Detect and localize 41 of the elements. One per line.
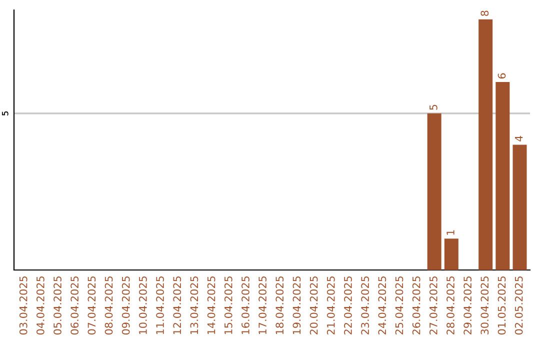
- data-label: 5: [430, 104, 438, 110]
- x-tick-label: 12.04.2025: [173, 276, 182, 334]
- x-tick-label: 21.04.2025: [326, 276, 335, 334]
- bar: [427, 113, 442, 270]
- x-tick-label: 14.04.2025: [207, 276, 216, 334]
- x-tick-label: 01.05.2025: [498, 276, 506, 335]
- x-tick-label: 20.04.2025: [310, 276, 318, 334]
- x-tick-label: 23.04.2025: [361, 276, 369, 334]
- x-tick-label: 10.04.2025: [139, 276, 147, 334]
- x-tick-label: 03.04.2025: [19, 276, 28, 335]
- x-tick-label: 08.04.2025: [104, 276, 113, 335]
- x-tick-label: 22.04.2025: [344, 276, 352, 334]
- x-tick-label: 16.04.2025: [242, 276, 250, 334]
- x-tick-label: 06.04.2025: [70, 276, 79, 335]
- x-tick-label: 07.04.2025: [88, 276, 96, 335]
- x-tick-label: 09.04.2025: [122, 276, 130, 335]
- x-tick-label: 19.04.2025: [292, 276, 301, 334]
- x-tick-label: 05.04.2025: [54, 276, 62, 335]
- x-tick-label: 24.04.2025: [378, 276, 386, 334]
- data-label: 8: [480, 10, 489, 16]
- x-tick-label: 04.04.2025: [36, 276, 44, 335]
- ref-line-label: 5: [2, 111, 8, 116]
- data-label: 4: [515, 136, 523, 142]
- x-tick-label: 25.04.2025: [395, 276, 404, 334]
- x-tick-label: 26.04.2025: [412, 276, 420, 334]
- x-tick-label: 30.04.2025: [480, 276, 489, 334]
- x-tick-label: 28.04.2025: [446, 276, 454, 334]
- bar: [444, 238, 458, 270]
- x-tick-label: 29.04.2025: [464, 276, 472, 334]
- data-label: 6: [498, 73, 506, 79]
- x-tick-label: 02.05.2025: [514, 276, 523, 335]
- bar: [478, 19, 493, 270]
- x-tick-label: 11.04.2025: [156, 276, 164, 334]
- x-tick-label: 27.04.2025: [429, 276, 438, 334]
- bar: [496, 82, 510, 270]
- bar: [512, 144, 527, 270]
- data-label: 1: [446, 230, 454, 235]
- x-tick-label: 15.04.2025: [224, 276, 232, 334]
- x-tick-label: 17.04.2025: [258, 276, 266, 334]
- x-tick-label: 13.04.2025: [190, 276, 198, 334]
- x-tick-label: 18.04.2025: [276, 276, 284, 334]
